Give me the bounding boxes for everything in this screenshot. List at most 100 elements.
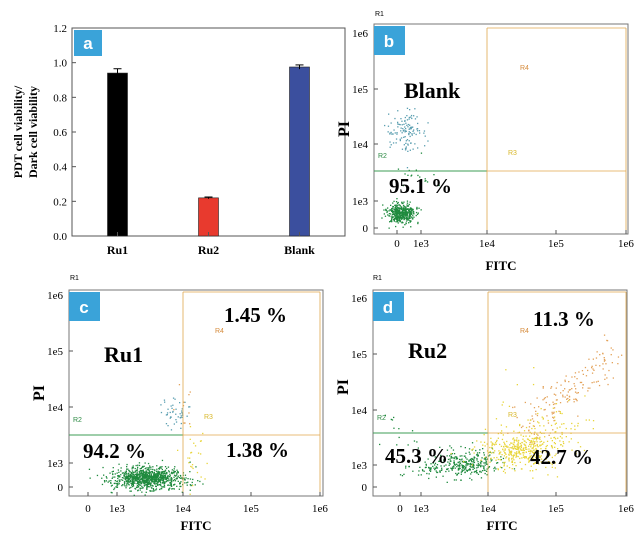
panel-d-dot [525,448,527,450]
panel-d-dot [531,441,533,444]
panel-c-dot [189,478,192,480]
panel-d-gate-name: R1 [373,275,382,282]
panel-d-dot [592,358,594,360]
panel-c-dot [142,465,144,468]
panel-b-dot [398,204,401,206]
panel-d-dot [579,381,582,384]
panel-d-dot [436,467,439,469]
panel-b-dot [402,226,404,228]
panel-b-dot [411,174,413,176]
panel-b-dot [400,118,402,120]
panel-b-dot [393,212,395,214]
panel-d-dot [551,411,553,413]
panel-d-dot [499,453,501,455]
panel-d-dot [538,455,540,457]
panel-c-dot [120,467,122,469]
panel-b-dot [404,131,406,133]
panel-d-dot [473,467,476,469]
panel-d-dot [442,461,444,464]
panel-c-dot [101,483,104,486]
panel-b-dot [393,210,395,212]
panel-b-dot [393,218,395,220]
panel-b-dot [407,126,409,128]
panel-c-dot [163,477,165,479]
panel-c-dot [160,487,162,490]
panel-d-dot [522,449,524,452]
panel-d-dot [512,463,514,466]
panel-d-dot [534,445,537,447]
panel-d-dot [512,455,515,457]
panel-c-dot [162,474,164,476]
panel-c-dot [132,473,134,475]
panel-d-dot [471,449,473,451]
panel-d-dot [432,465,434,468]
panel-d-dot [534,449,536,451]
panel-c-dot [175,419,177,421]
panel-c-dot [145,467,147,469]
panel-d-dot [495,418,498,420]
panel-d-dot [483,441,486,443]
panel-c-dot [175,421,178,423]
panel-d-dot [542,451,544,453]
panel-b-dot [416,128,418,130]
panel-c-dot [180,485,182,488]
panel-d-dot [480,461,483,463]
panel-b-dot [391,133,393,135]
panel-d-dot [533,441,535,443]
panel-d-dot [491,442,494,444]
panel-c-dot [149,490,151,492]
panel-d-dot [430,463,432,465]
panel-d-dot [505,456,508,458]
panel-d-dot [535,439,538,441]
panel-d-dot [554,446,556,448]
panel-c-dot [160,472,163,475]
panel-b-dot [403,206,405,208]
panel-d-dot [523,440,525,442]
panel-b-dot [398,123,400,125]
panel-d-dot [573,398,575,400]
panel-c-dot [162,479,164,482]
panel-b-dot [406,115,408,117]
panel-d-dot [545,451,547,453]
panel-d-dot [602,353,604,355]
panel-d-dot [540,458,543,460]
panel-c-dot [172,488,174,490]
panel-b-dot [391,211,394,213]
panel-d-dot [504,449,506,451]
panel-d-dot [582,384,584,386]
panel-c-dot [141,477,143,479]
panel-d-dot [480,466,482,468]
panel-d-dot [577,422,579,425]
panel-d-dot [604,359,606,361]
panel-b-dot [409,211,411,213]
panel-d-dot [568,389,570,391]
panel-c-dot [138,477,141,479]
panel-b-dot [398,207,401,210]
panel-d-dot [585,419,587,421]
panel-c-dot [145,472,147,474]
panel-b-dot [404,126,406,128]
panel-d-dot [500,459,502,461]
panel-d-dot [476,454,478,456]
panel-c-dot [192,467,194,470]
panel-c-dot [131,466,133,468]
panel-d-dot [450,452,452,455]
panel-c-dot [126,468,128,470]
panel-c-dot [148,478,150,480]
panel-c-dot [121,472,124,474]
panel-c-dot [113,487,116,489]
panel-d-dot [441,461,443,464]
panel-b-dot [397,220,399,222]
panel-b-dot [417,222,419,225]
panel-d-dot [554,467,556,469]
panel-d-dot [530,451,532,453]
panel-d-dot [530,458,532,460]
panel-c-dot [151,480,153,482]
panel-d-dot [552,417,555,419]
panel-a-bar-ru1 [107,72,128,237]
panel-d-dot [486,474,488,476]
panel-c-dot [128,469,130,472]
panel-c-dot [141,480,144,482]
panel-d-dot [505,445,507,447]
panel-c-label-r4: R4 [215,328,224,335]
